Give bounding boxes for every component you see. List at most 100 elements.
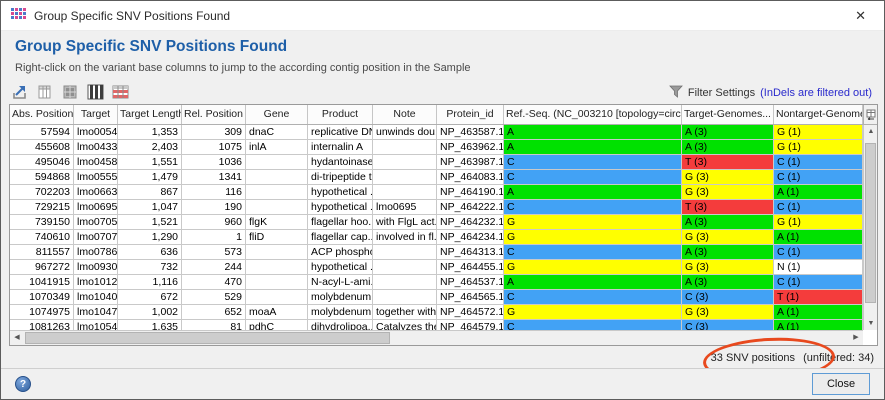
- table-columns-icon[interactable]: [86, 83, 104, 100]
- table-cell[interactable]: 594868: [10, 170, 74, 185]
- table-cell[interactable]: 729215: [10, 200, 74, 215]
- table-cell[interactable]: NP_464232.1: [437, 215, 504, 230]
- horizontal-scrollbar-thumb[interactable]: [25, 332, 390, 344]
- table-cell[interactable]: [373, 170, 437, 185]
- table-cell[interactable]: C (3): [682, 290, 774, 305]
- table-cell[interactable]: internalin A: [308, 140, 373, 155]
- table-copy-icon[interactable]: [36, 83, 54, 100]
- table-cell[interactable]: A: [504, 275, 682, 290]
- window-close-icon[interactable]: ✕: [855, 7, 866, 23]
- table-cell[interactable]: T (1): [774, 290, 863, 305]
- table-cell[interactable]: C: [504, 245, 682, 260]
- table-cell[interactable]: 960: [182, 215, 246, 230]
- scroll-down-icon[interactable]: ▼: [867, 320, 875, 327]
- table-cell[interactable]: A (3): [682, 125, 774, 140]
- table-cell[interactable]: C: [504, 200, 682, 215]
- table-cell[interactable]: G: [504, 230, 682, 245]
- table-cell[interactable]: N-acyl-L-ami...: [308, 275, 373, 290]
- column-header[interactable]: Target: [74, 105, 118, 124]
- column-header[interactable]: Target Length: [118, 105, 182, 124]
- filter-settings[interactable]: Filter Settings (InDels are filtered out…: [668, 85, 872, 101]
- table-cell[interactable]: G (1): [774, 125, 863, 140]
- table-cell[interactable]: NP_463587.1: [437, 125, 504, 140]
- table-cell[interactable]: A (1): [774, 305, 863, 320]
- table-cell[interactable]: G (1): [774, 140, 863, 155]
- table-cell[interactable]: 495046: [10, 155, 74, 170]
- column-header[interactable]: Protein_id: [437, 105, 504, 124]
- table-cell[interactable]: A: [504, 140, 682, 155]
- table-cell[interactable]: [246, 260, 308, 275]
- table-cell[interactable]: A (3): [682, 245, 774, 260]
- table-cell[interactable]: 116: [182, 185, 246, 200]
- table-cell[interactable]: 1075: [182, 140, 246, 155]
- table-cell[interactable]: pdhC: [246, 320, 308, 330]
- table-cell[interactable]: A (3): [682, 275, 774, 290]
- table-cell[interactable]: 702203: [10, 185, 74, 200]
- table-cell[interactable]: G (3): [682, 170, 774, 185]
- table-cell[interactable]: 309: [182, 125, 246, 140]
- table-cell[interactable]: C (1): [774, 170, 863, 185]
- table-cell[interactable]: lmo0705: [74, 215, 118, 230]
- table-cell[interactable]: 470: [182, 275, 246, 290]
- table-cell[interactable]: 1,116: [118, 275, 182, 290]
- table-cell[interactable]: lmo0695: [373, 200, 437, 215]
- table-cell[interactable]: [373, 260, 437, 275]
- table-cell[interactable]: NP_464083.1: [437, 170, 504, 185]
- table-cell[interactable]: [246, 185, 308, 200]
- table-cell[interactable]: [246, 290, 308, 305]
- table-cell[interactable]: G: [504, 215, 682, 230]
- table-cell[interactable]: A (1): [774, 230, 863, 245]
- table-cell[interactable]: involved in fl...: [373, 230, 437, 245]
- table-cell[interactable]: 1: [182, 230, 246, 245]
- table-cell[interactable]: flagellar hoo...: [308, 215, 373, 230]
- table-cell[interactable]: 636: [118, 245, 182, 260]
- table-cell[interactable]: NP_463962.1: [437, 140, 504, 155]
- table-select-icon[interactable]: [61, 83, 79, 100]
- table-cell[interactable]: lmo0458: [74, 155, 118, 170]
- table-cell[interactable]: 1081263: [10, 320, 74, 330]
- table-cell[interactable]: G (3): [682, 260, 774, 275]
- table-cell[interactable]: 1,002: [118, 305, 182, 320]
- table-cell[interactable]: 811557: [10, 245, 74, 260]
- table-cell[interactable]: C: [504, 170, 682, 185]
- table-rows-color-icon[interactable]: [111, 83, 129, 100]
- table-cell[interactable]: hypothetical ...: [308, 260, 373, 275]
- table-cell[interactable]: NP_464572.1: [437, 305, 504, 320]
- table-cell[interactable]: 1,551: [118, 155, 182, 170]
- close-button[interactable]: Close: [812, 373, 870, 395]
- table-cell[interactable]: lmo0555: [74, 170, 118, 185]
- table-cell[interactable]: 732: [118, 260, 182, 275]
- scroll-up-icon[interactable]: ▲: [867, 128, 875, 135]
- table-cell[interactable]: 740610: [10, 230, 74, 245]
- scroll-left-icon[interactable]: ◀: [14, 334, 20, 341]
- table-cell[interactable]: 1341: [182, 170, 246, 185]
- table-cell[interactable]: Catalyzes the...: [373, 320, 437, 330]
- table-cell[interactable]: NP_463987.1: [437, 155, 504, 170]
- table-cell[interactable]: lmo1047: [74, 305, 118, 320]
- table-cell[interactable]: 672: [118, 290, 182, 305]
- table-cell[interactable]: lmo0433: [74, 140, 118, 155]
- table-cell[interactable]: flgK: [246, 215, 308, 230]
- table-cell[interactable]: A (3): [682, 215, 774, 230]
- table-cell[interactable]: together with...: [373, 305, 437, 320]
- table-cell[interactable]: moaA: [246, 305, 308, 320]
- table-cell[interactable]: [373, 245, 437, 260]
- table-cell[interactable]: [246, 275, 308, 290]
- table-cell[interactable]: 652: [182, 305, 246, 320]
- table-cell[interactable]: lmo1012: [74, 275, 118, 290]
- table-cell[interactable]: NP_464579.1: [437, 320, 504, 330]
- column-header[interactable]: Target-Genomes...: [682, 105, 774, 124]
- table-cell[interactable]: 190: [182, 200, 246, 215]
- table-cell[interactable]: 244: [182, 260, 246, 275]
- export-table-icon[interactable]: [11, 83, 29, 100]
- table-cell[interactable]: G: [504, 260, 682, 275]
- table-cell[interactable]: lmo0663: [74, 185, 118, 200]
- table-cell[interactable]: [373, 275, 437, 290]
- table-cell[interactable]: NP_464565.1: [437, 290, 504, 305]
- table-cell[interactable]: 739150: [10, 215, 74, 230]
- table-cell[interactable]: [373, 290, 437, 305]
- table-cell[interactable]: 81: [182, 320, 246, 330]
- table-cell[interactable]: 1,290: [118, 230, 182, 245]
- table-cell[interactable]: fliD: [246, 230, 308, 245]
- table-cell[interactable]: 57594: [10, 125, 74, 140]
